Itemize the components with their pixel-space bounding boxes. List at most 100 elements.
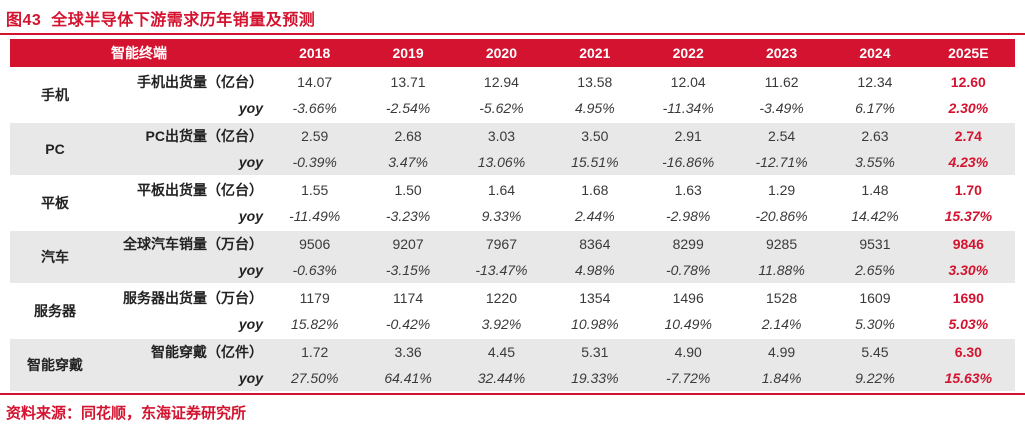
value-cell: 3.50 — [548, 121, 642, 149]
yoy-cell: -12.71% — [734, 149, 829, 176]
yoy-cell: -2.54% — [361, 95, 455, 122]
yoy-cell-forecast: 15.37% — [921, 203, 1015, 230]
yoy-cell: -16.86% — [641, 149, 735, 176]
value-cell: 1.68 — [548, 175, 642, 203]
yoy-cell: -20.86% — [734, 203, 829, 230]
value-cell: 1.29 — [734, 175, 829, 203]
yoy-cell: -11.34% — [641, 95, 735, 122]
value-cell: 3.36 — [361, 337, 455, 365]
yoy-cell-forecast: 3.30% — [921, 257, 1015, 284]
yoy-cell: 2.65% — [828, 257, 922, 284]
value-cell-forecast: 1.70 — [921, 175, 1015, 203]
yoy-label: yoy — [100, 257, 268, 284]
value-cell: 1528 — [734, 283, 829, 311]
yoy-cell: 11.88% — [734, 257, 829, 284]
yoy-cell-forecast: 15.63% — [921, 365, 1015, 391]
yoy-cell: -3.15% — [361, 257, 455, 284]
value-cell: 2.63 — [828, 121, 922, 149]
yoy-label: yoy — [100, 365, 268, 391]
yoy-cell: 64.41% — [361, 365, 455, 391]
value-cell: 9285 — [734, 229, 829, 257]
yoy-row: yoy -11.49% -3.23% 9.33% 2.44% -2.98% -20.86% 1… — [10, 203, 1015, 230]
value-cell: 8364 — [548, 229, 642, 257]
semiconductor-demand-table: 智能终端 2018 2019 2020 2021 2022 2023 2024 2025E 手… — [10, 39, 1015, 391]
year-header-2018: 2018 — [268, 39, 362, 68]
year-header-2021: 2021 — [548, 39, 642, 68]
metric-label: 智能穿戴（亿件） — [100, 337, 268, 365]
yoy-row: yoy 27.50% 64.41% 32.44% 19.33% -7.72% 1.84% 9.… — [10, 365, 1015, 391]
value-cell: 1174 — [361, 283, 455, 311]
metric-row: 平板 平板出货量（亿台） 1.55 1.50 1.64 1.68 1.63 1.29 1.48 1… — [10, 175, 1015, 230]
yoy-cell: -3.23% — [361, 203, 455, 230]
yoy-cell: 5.30% — [828, 311, 922, 338]
value-cell: 2.68 — [361, 121, 455, 149]
yoy-row: yoy 15.82% -0.42% 3.92% 10.98% 10.49% 2.14% 5.3… — [10, 311, 1015, 338]
yoy-row: yoy -0.39% 3.47% 13.06% 15.51% -16.86% -12.71%… — [10, 149, 1015, 176]
yoy-cell: 1.84% — [734, 365, 829, 391]
value-cell: 1609 — [828, 283, 922, 311]
value-cell: 12.94 — [454, 67, 549, 95]
yoy-cell: 9.22% — [828, 365, 922, 391]
value-cell: 9531 — [828, 229, 922, 257]
table-header-row: 智能终端 2018 2019 2020 2021 2022 2023 2024 2025E — [10, 39, 1015, 68]
category-label: 手机 — [10, 67, 100, 122]
year-header-2020: 2020 — [454, 39, 549, 68]
yoy-cell: -3.66% — [268, 95, 362, 122]
yoy-label: yoy — [100, 203, 268, 230]
value-cell: 1.64 — [454, 175, 549, 203]
source-note: 资料来源：同花顺，东海证券研究所 — [6, 405, 247, 422]
value-cell: 9506 — [268, 229, 362, 257]
value-cell: 14.07 — [268, 67, 362, 95]
value-cell: 12.34 — [828, 67, 922, 95]
metric-label: 手机出货量（亿台） — [100, 67, 268, 95]
yoy-cell: 10.98% — [548, 311, 642, 338]
value-cell: 5.45 — [828, 337, 922, 365]
yoy-cell: 6.17% — [828, 95, 922, 122]
year-header-2025E: 2025E — [921, 39, 1015, 68]
yoy-cell: 15.82% — [268, 311, 362, 338]
yoy-row: yoy -0.63% -3.15% -13.47% 4.98% -0.78% 11.88% 2… — [10, 257, 1015, 284]
value-cell: 2.91 — [641, 121, 735, 149]
yoy-cell-forecast: 5.03% — [921, 311, 1015, 338]
value-cell: 13.58 — [548, 67, 642, 95]
value-cell: 1220 — [454, 283, 549, 311]
metric-label: PC出货量（亿台） — [100, 121, 268, 149]
yoy-cell-forecast: 2.30% — [921, 95, 1015, 122]
value-cell: 13.71 — [361, 67, 455, 95]
category-label: 汽车 — [10, 229, 100, 284]
yoy-cell: 3.47% — [361, 149, 455, 176]
value-cell-forecast: 1690 — [921, 283, 1015, 311]
group-header-cell: 智能终端 — [10, 39, 268, 68]
value-cell-forecast: 2.74 — [921, 121, 1015, 149]
yoy-cell: 27.50% — [268, 365, 362, 391]
value-cell: 8299 — [641, 229, 735, 257]
value-cell: 1.48 — [828, 175, 922, 203]
year-header-2023: 2023 — [734, 39, 829, 68]
yoy-cell: 14.42% — [828, 203, 922, 230]
yoy-cell: -13.47% — [454, 257, 549, 284]
yoy-cell: 32.44% — [454, 365, 549, 391]
yoy-cell: 4.95% — [548, 95, 642, 122]
yoy-label: yoy — [100, 311, 268, 338]
yoy-cell: 10.49% — [641, 311, 735, 338]
yoy-cell: -2.98% — [641, 203, 735, 230]
value-cell: 11.62 — [734, 67, 829, 95]
yoy-cell: -0.39% — [268, 149, 362, 176]
value-cell: 2.59 — [268, 121, 362, 149]
category-label: 平板 — [10, 175, 100, 230]
figure-title: 图43 全球半导体下游需求历年销量及预测 — [6, 12, 316, 29]
table-bottom-divider — [0, 393, 1025, 395]
metric-label: 全球汽车销量（万台） — [100, 229, 268, 257]
value-cell: 1.72 — [268, 337, 362, 365]
value-cell: 2.54 — [734, 121, 829, 149]
title-divider — [0, 33, 1025, 35]
yoy-cell: -3.49% — [734, 95, 829, 122]
value-cell-forecast: 12.60 — [921, 67, 1015, 95]
yoy-row: yoy -3.66% -2.54% -5.62% 4.95% -11.34% -3.49% 6… — [10, 95, 1015, 122]
value-cell: 1179 — [268, 283, 362, 311]
value-cell-forecast: 6.30 — [921, 337, 1015, 365]
yoy-cell: 3.55% — [828, 149, 922, 176]
value-cell: 1496 — [641, 283, 735, 311]
yoy-cell: 3.92% — [454, 311, 549, 338]
